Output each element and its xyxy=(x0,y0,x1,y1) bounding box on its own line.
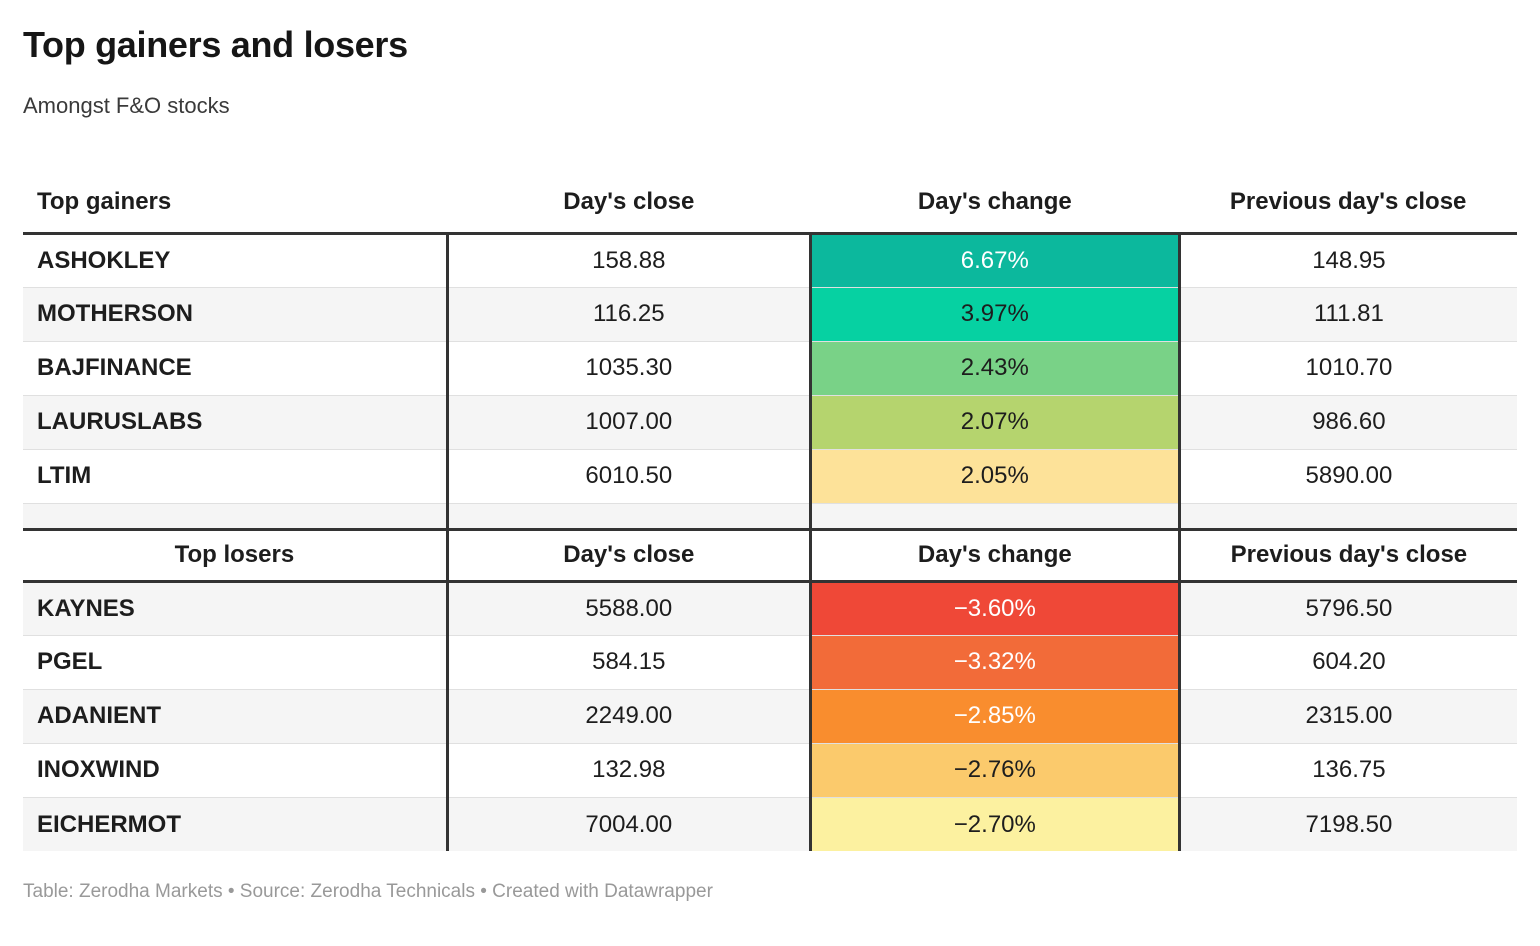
stock-name-cell: KAYNES xyxy=(23,580,448,636)
previous-days-close-cell: 136.75 xyxy=(1177,742,1517,798)
stock-name-cell: INOXWIND xyxy=(23,742,448,798)
previous-days-close-cell: 5890.00 xyxy=(1177,448,1517,504)
losers-header: Top losers Day's close Day's change Prev… xyxy=(23,527,1517,583)
days-change-cell: 2.07% xyxy=(808,394,1180,450)
section-spacer xyxy=(23,502,1517,530)
spacer-cell xyxy=(808,502,1180,530)
gainers-losers-table: Top gainers Day's close Day's change Pre… xyxy=(23,171,1517,852)
days-close-cell: 5588.00 xyxy=(445,580,811,636)
days-change-cell: 2.43% xyxy=(808,340,1180,396)
gainers-header: Top gainers Day's close Day's change Pre… xyxy=(23,171,1517,235)
stock-name-cell: LAURUSLABS xyxy=(23,394,448,450)
previous-days-close-cell: 5796.50 xyxy=(1177,580,1517,636)
stock-name-cell: ASHOKLEY xyxy=(23,232,448,288)
stock-name-cell: LTIM xyxy=(23,448,448,504)
table-row: BAJFINANCE 1035.30 2.43% 1010.70 xyxy=(23,340,1517,396)
column-header-top-losers: Top losers xyxy=(23,527,448,583)
days-change-cell: −2.70% xyxy=(808,796,1180,852)
losers-body: KAYNES 5588.00 −3.60% 5796.50 PGEL 584.15 −3.3… xyxy=(23,580,1517,852)
column-header-days-change: Day's change xyxy=(808,527,1180,583)
days-close-cell: 1035.30 xyxy=(445,340,811,396)
gainers-header-row: Top gainers Day's close Day's change Pre… xyxy=(23,171,1517,235)
spacer-cell xyxy=(23,502,448,530)
stock-name-cell: ADANIENT xyxy=(23,688,448,744)
table-row: EICHERMOT 7004.00 −2.70% 7198.50 xyxy=(23,796,1517,852)
previous-days-close-cell: 7198.50 xyxy=(1177,796,1517,852)
column-header-days-close: Day's close xyxy=(445,527,811,583)
days-change-cell: 3.97% xyxy=(808,286,1180,342)
stock-name-cell: MOTHERSON xyxy=(23,286,448,342)
days-close-cell: 158.88 xyxy=(445,232,811,288)
days-close-cell: 7004.00 xyxy=(445,796,811,852)
table-row: ADANIENT 2249.00 −2.85% 2315.00 xyxy=(23,688,1517,744)
stock-name-cell: BAJFINANCE xyxy=(23,340,448,396)
losers-header-row: Top losers Day's close Day's change Prev… xyxy=(23,527,1517,583)
page-title: Top gainers and losers xyxy=(23,24,408,65)
datawrapper-table-widget: Top gainers and losers Amongst F&O stock… xyxy=(23,24,1517,903)
table-row: PGEL 584.15 −3.32% 604.20 xyxy=(23,634,1517,690)
previous-days-close-cell: 2315.00 xyxy=(1177,688,1517,744)
table-row: ASHOKLEY 158.88 6.67% 148.95 xyxy=(23,232,1517,288)
table-row: KAYNES 5588.00 −3.60% 5796.50 xyxy=(23,580,1517,636)
column-header-days-close: Day's close xyxy=(447,171,811,235)
gainers-body: ASHOKLEY 158.88 6.67% 148.95 MOTHERSON 116.25… xyxy=(23,232,1517,504)
stock-name-cell: PGEL xyxy=(23,634,448,690)
table-row: LAURUSLABS 1007.00 2.07% 986.60 xyxy=(23,394,1517,450)
days-change-cell: 6.67% xyxy=(808,232,1180,288)
days-close-cell: 1007.00 xyxy=(445,394,811,450)
days-change-cell: −3.60% xyxy=(808,580,1180,636)
days-change-cell: −2.85% xyxy=(808,688,1180,744)
table-credits: Table: Zerodha Markets • Source: Zerodha… xyxy=(23,881,713,903)
column-header-days-change: Day's change xyxy=(810,171,1180,235)
column-header-top-gainers: Top gainers xyxy=(23,171,448,235)
stock-name-cell: EICHERMOT xyxy=(23,796,448,852)
days-change-cell: −3.32% xyxy=(808,634,1180,690)
previous-days-close-cell: 148.95 xyxy=(1177,232,1517,288)
page-subtitle: Amongst F&O stocks xyxy=(23,93,230,119)
table-row: INOXWIND 132.98 −2.76% 136.75 xyxy=(23,742,1517,798)
days-change-cell: 2.05% xyxy=(808,448,1180,504)
previous-days-close-cell: 604.20 xyxy=(1177,634,1517,690)
column-header-previous-days-close: Previous day's close xyxy=(1179,171,1517,235)
table-row: LTIM 6010.50 2.05% 5890.00 xyxy=(23,448,1517,504)
days-close-cell: 6010.50 xyxy=(445,448,811,504)
spacer-row xyxy=(23,502,1517,530)
days-close-cell: 584.15 xyxy=(445,634,811,690)
spacer-cell xyxy=(445,502,811,530)
days-close-cell: 132.98 xyxy=(445,742,811,798)
days-close-cell: 116.25 xyxy=(445,286,811,342)
previous-days-close-cell: 111.81 xyxy=(1177,286,1517,342)
table-row: MOTHERSON 116.25 3.97% 111.81 xyxy=(23,286,1517,342)
previous-days-close-cell: 1010.70 xyxy=(1177,340,1517,396)
previous-days-close-cell: 986.60 xyxy=(1177,394,1517,450)
days-change-cell: −2.76% xyxy=(808,742,1180,798)
column-header-previous-days-close: Previous day's close xyxy=(1177,527,1517,583)
days-close-cell: 2249.00 xyxy=(445,688,811,744)
spacer-cell xyxy=(1177,502,1517,530)
